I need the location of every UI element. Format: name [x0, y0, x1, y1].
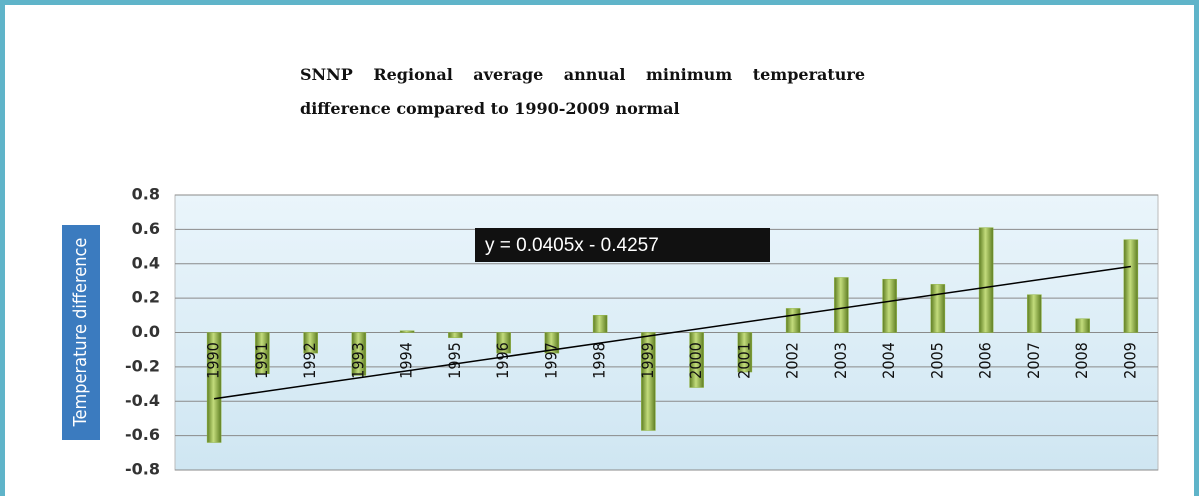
bar [399, 330, 415, 333]
bar [689, 332, 704, 388]
y-tick-label: -0.2 [125, 356, 160, 375]
x-tick-label: 2007 [1024, 342, 1043, 379]
x-tick-label: 2004 [879, 342, 898, 379]
bar [496, 332, 511, 354]
x-tick-label: 2002 [783, 342, 802, 379]
trendline [214, 265, 1131, 400]
x-tick-label: 2003 [831, 342, 850, 379]
bar [351, 332, 367, 376]
bar [834, 277, 849, 333]
x-tick-label: 1995 [445, 342, 464, 379]
bar [206, 332, 222, 443]
x-tick-label: 2001 [734, 342, 753, 379]
x-tick-label: 1996 [493, 342, 512, 379]
x-tick-label: 1990 [204, 342, 223, 379]
bar [882, 278, 897, 333]
y-tick-label: -0.8 [125, 460, 160, 479]
x-tick-label: 1994 [397, 342, 416, 379]
bar [1075, 318, 1090, 333]
x-tick-label: 1992 [300, 342, 319, 379]
trendline-label: y = 0.0405x - 0.4257 [485, 235, 659, 256]
bar [1027, 294, 1042, 333]
bar [641, 332, 656, 431]
bar [1123, 239, 1139, 333]
x-tick-label: 1999 [638, 342, 657, 379]
bar [255, 332, 270, 374]
y-tick-label: 0.6 [132, 219, 160, 238]
x-tick-label: 2005 [927, 342, 946, 379]
x-tick-label: 2000 [686, 342, 705, 379]
chart-title: SNNP Regional average annual minimum tem… [300, 65, 865, 118]
y-label-box [62, 225, 100, 440]
y-tick-label: 0.2 [132, 288, 160, 307]
y-tick-label: 0.4 [132, 253, 160, 272]
bar [303, 332, 318, 354]
y-tick-label: 0.0 [132, 322, 160, 341]
bar [448, 332, 463, 338]
x-tick-label: 1991 [252, 342, 271, 379]
trendline-label-box [475, 228, 770, 262]
bar [785, 308, 801, 333]
y-tick-label: 0.8 [132, 185, 160, 204]
y-tick-label: -0.4 [125, 391, 160, 410]
x-tick-label: 1998 [590, 342, 609, 379]
x-tick-label: 2009 [1120, 342, 1139, 379]
x-tick-label: 2006 [976, 342, 995, 379]
bar [930, 284, 946, 333]
bar [737, 332, 753, 373]
x-tick-label: 2008 [1072, 342, 1091, 379]
x-tick-label: 1997 [541, 342, 560, 379]
x-tick-label: 1993 [348, 342, 367, 379]
y-axis-label: Temperature difference [70, 238, 91, 428]
bar [978, 227, 994, 333]
bar [592, 315, 608, 333]
bar [544, 332, 560, 354]
y-tick-label: -0.6 [125, 425, 160, 444]
